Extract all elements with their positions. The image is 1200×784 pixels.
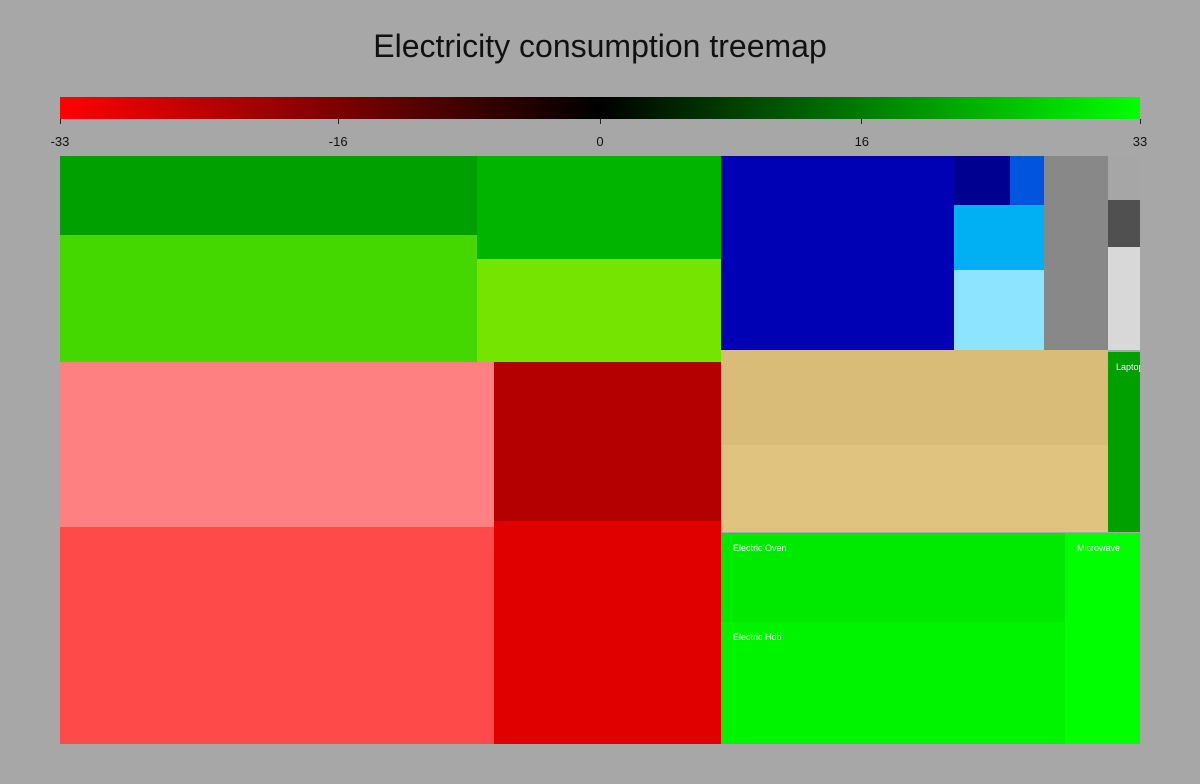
treemap-cell-label: Microwave xyxy=(1077,543,1121,553)
treemap-cell: Electric Oven xyxy=(721,533,1065,622)
treemap-cell: Microwave xyxy=(1065,533,1140,744)
treemap-cell xyxy=(1044,156,1108,350)
colorbar-tick-label: 16 xyxy=(854,134,870,149)
treemap-cell xyxy=(1108,247,1140,350)
treemap-cell xyxy=(60,235,477,362)
treemap-cell xyxy=(954,156,1010,205)
colorbar-tick-label: 0 xyxy=(596,134,604,149)
treemap-cell xyxy=(1108,156,1140,200)
treemap-cell-label: Electric Oven xyxy=(733,543,787,553)
treemap-cell xyxy=(1108,200,1140,247)
treemap-cell xyxy=(721,350,1108,445)
treemap-cell xyxy=(721,445,1108,532)
colorbar-tick-label: 33 xyxy=(1132,134,1148,149)
colorbar-tick xyxy=(1139,119,1141,124)
treemap-cell-label: Electric Hob xyxy=(733,632,782,642)
treemap-cell: Electric Hob xyxy=(721,622,1065,744)
colorbar-tick xyxy=(861,119,863,124)
treemap-cell: Laptop xyxy=(1108,352,1140,532)
colorbar-tick xyxy=(599,119,601,124)
treemap-cell xyxy=(494,362,721,521)
treemap-cell xyxy=(60,362,494,527)
chart-title: Electricity consumption treemap xyxy=(373,28,827,64)
treemap: Laptop Electric Oven Electric Hob Microwave xyxy=(60,156,1140,744)
treemap-cell xyxy=(721,156,954,350)
treemap-cell xyxy=(477,259,721,362)
treemap-cell xyxy=(954,205,1044,270)
treemap-cell xyxy=(60,527,494,744)
treemap-cell xyxy=(954,270,1044,350)
treemap-cell xyxy=(494,521,721,744)
colorbar-tick xyxy=(59,119,61,124)
colorbar-tick-label: -16 xyxy=(328,134,348,149)
treemap-cell-label: Laptop xyxy=(1116,362,1140,372)
colorbar-tick xyxy=(337,119,339,124)
treemap-cell xyxy=(60,156,477,235)
colorbar xyxy=(60,97,1140,119)
colorbar-tick-label: -33 xyxy=(50,134,70,149)
treemap-cell xyxy=(1010,156,1044,205)
treemap-cell xyxy=(477,156,721,259)
